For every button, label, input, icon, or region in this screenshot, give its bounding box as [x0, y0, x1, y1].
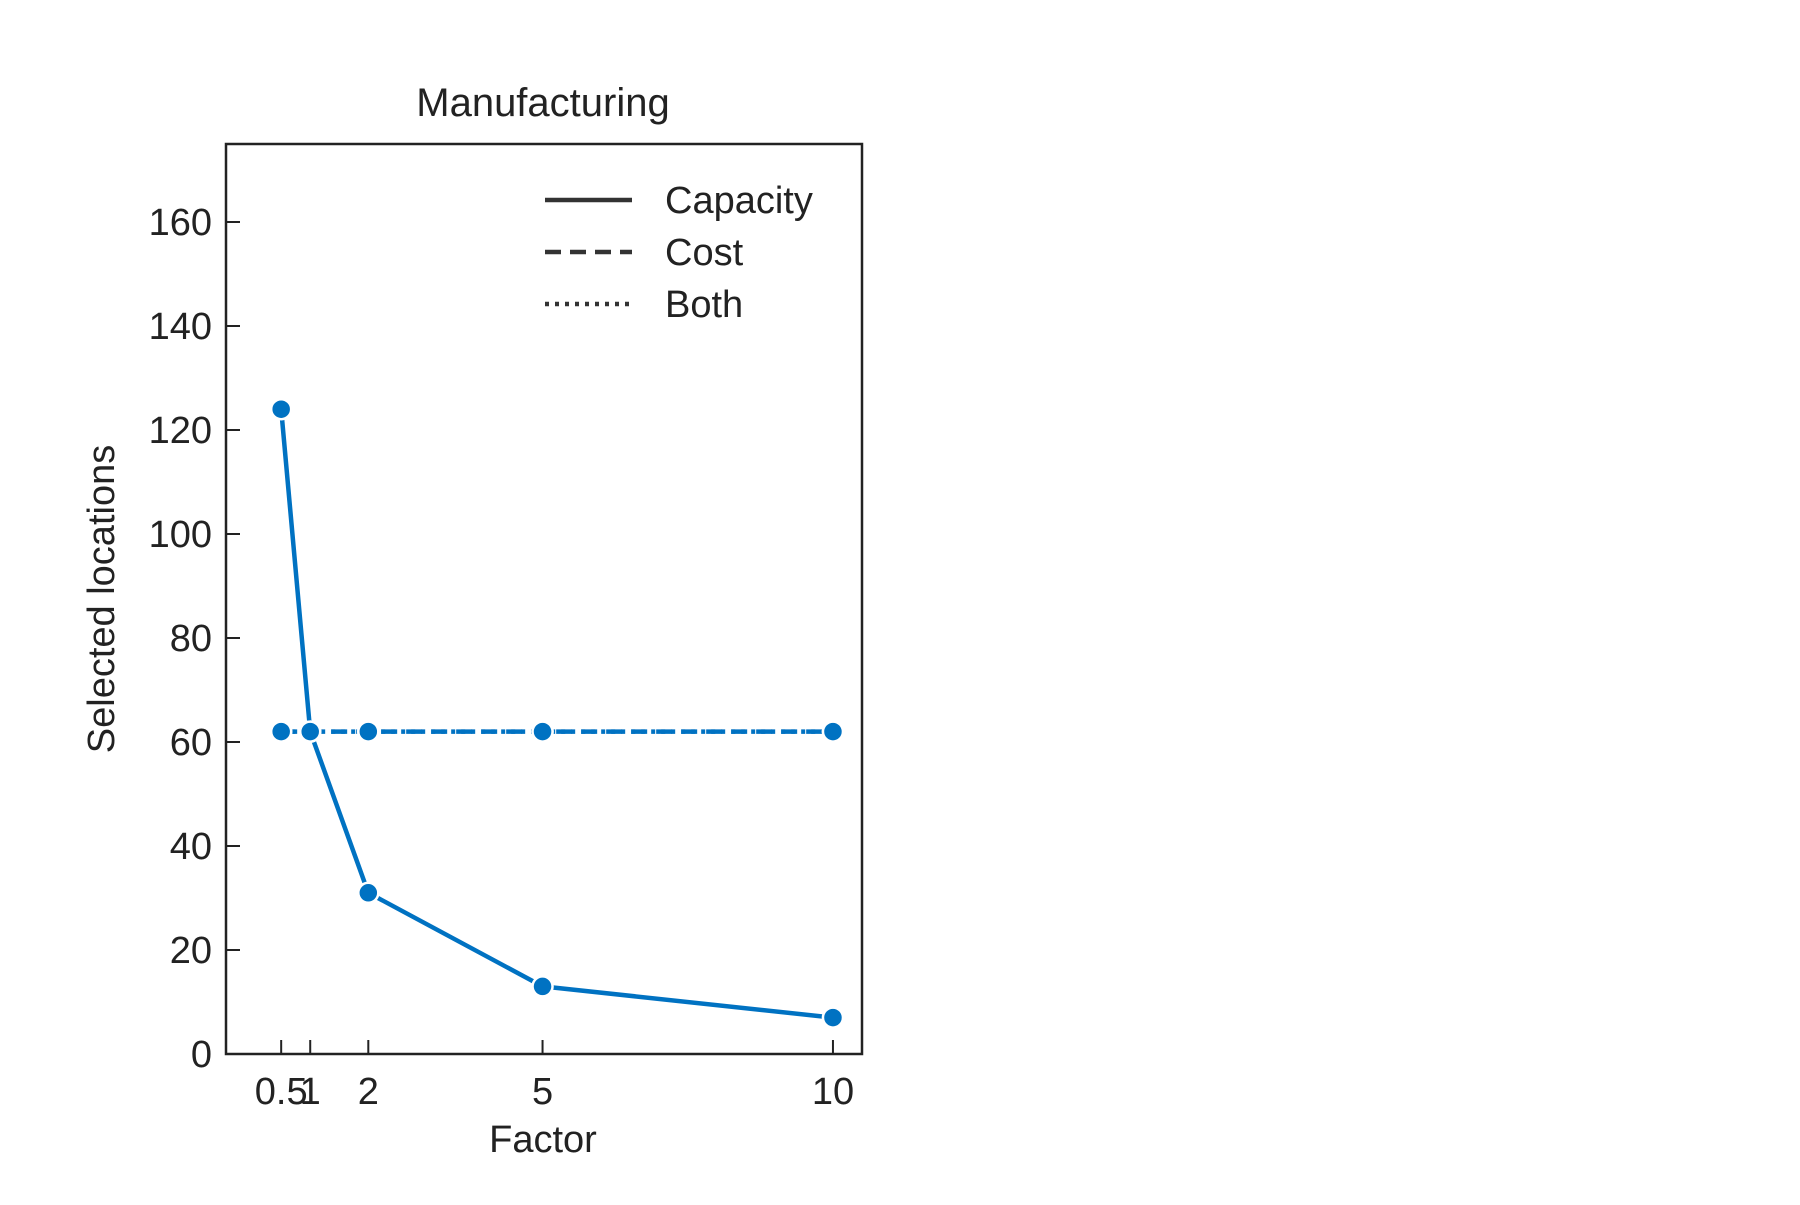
y-axis: 0 20 40 60 80 100 120 140 160	[149, 202, 240, 1076]
data-point-both	[269, 720, 293, 743]
y-tick-label: 80	[170, 618, 212, 660]
x-axis: 0.51 2 5 10	[255, 1040, 854, 1113]
series-layer	[269, 397, 845, 1029]
data-point-capacity	[821, 1006, 845, 1029]
y-axis-label: Selected locations	[81, 445, 123, 753]
data-point-capacity	[357, 881, 380, 905]
data-point-both	[531, 720, 554, 743]
data-point-both	[298, 720, 322, 743]
legend-label-capacity: Capacity	[665, 180, 813, 222]
x-tick-label: 1	[300, 1071, 321, 1113]
y-tick-label: 20	[170, 930, 212, 972]
y-tick-label: 40	[170, 826, 212, 868]
x-tick-label: 5	[532, 1071, 553, 1113]
plot-frame	[224, 142, 864, 1056]
chart-title: Manufacturing	[416, 81, 669, 125]
y-tick-label: 120	[149, 410, 212, 452]
x-axis-label: Factor	[489, 1119, 597, 1161]
legend-label-cost: Cost	[665, 232, 744, 274]
y-tick-label: 140	[149, 306, 212, 348]
y-tick-label: 60	[170, 722, 212, 764]
x-tick-label: 0.5	[255, 1071, 308, 1113]
data-point-both	[821, 720, 845, 743]
x-tick-label: 2	[358, 1071, 379, 1113]
data-point-capacity	[269, 397, 293, 421]
legend-label-both: Both	[665, 284, 743, 326]
data-point-both	[357, 720, 380, 743]
y-tick-label: 160	[149, 202, 212, 244]
data-point-capacity	[531, 975, 554, 998]
series-line-capacity	[278, 408, 834, 1020]
x-tick-label: 10	[812, 1071, 854, 1113]
y-tick-label: 100	[149, 514, 212, 556]
y-tick-label: 0	[191, 1034, 212, 1076]
legend: Capacity Cost Both	[545, 180, 813, 326]
